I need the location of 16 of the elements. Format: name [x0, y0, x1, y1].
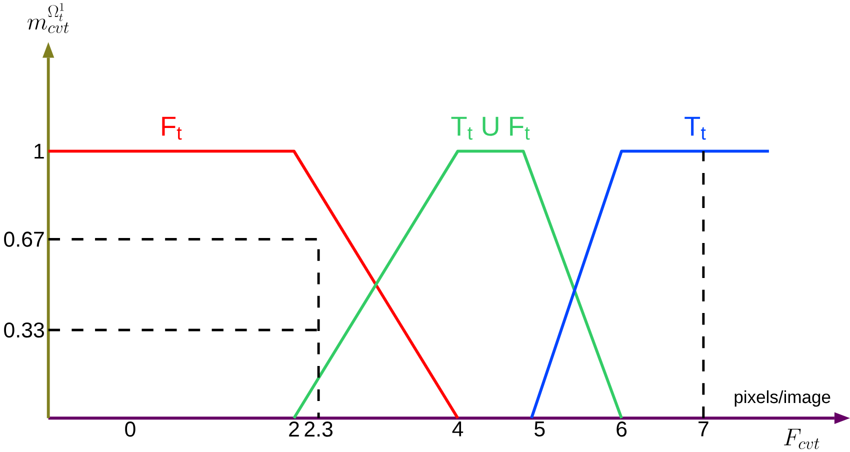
y-tick-label: 0.33 — [4, 322, 44, 338]
annotation: pixels/image — [734, 390, 830, 407]
x-tick-label: 2 — [289, 421, 299, 436]
y-axis-title: $m_{cvt}^{\Omega_t^1}$ — [28, 2, 69, 33]
y-tick-label: 1 — [34, 144, 44, 158]
x-tick-label: 5 — [534, 421, 545, 436]
x-tick-label: 6 — [616, 421, 627, 437]
x-axis-title: $F_{cvt}$ — [784, 428, 820, 450]
x-tick-label: 7 — [698, 421, 708, 436]
series-label: F$_{t}$ — [162, 116, 182, 140]
series-label: T$_{t}$ — [684, 116, 706, 140]
x-tick-label: 4 — [452, 421, 464, 436]
y-tick-label: 0.67 — [4, 232, 44, 247]
x-tick-label: 2.3 — [304, 421, 333, 437]
series-label: T$_{t}$ U F$_{t}$ — [451, 116, 530, 140]
x-tick-label: 0 — [125, 421, 136, 437]
